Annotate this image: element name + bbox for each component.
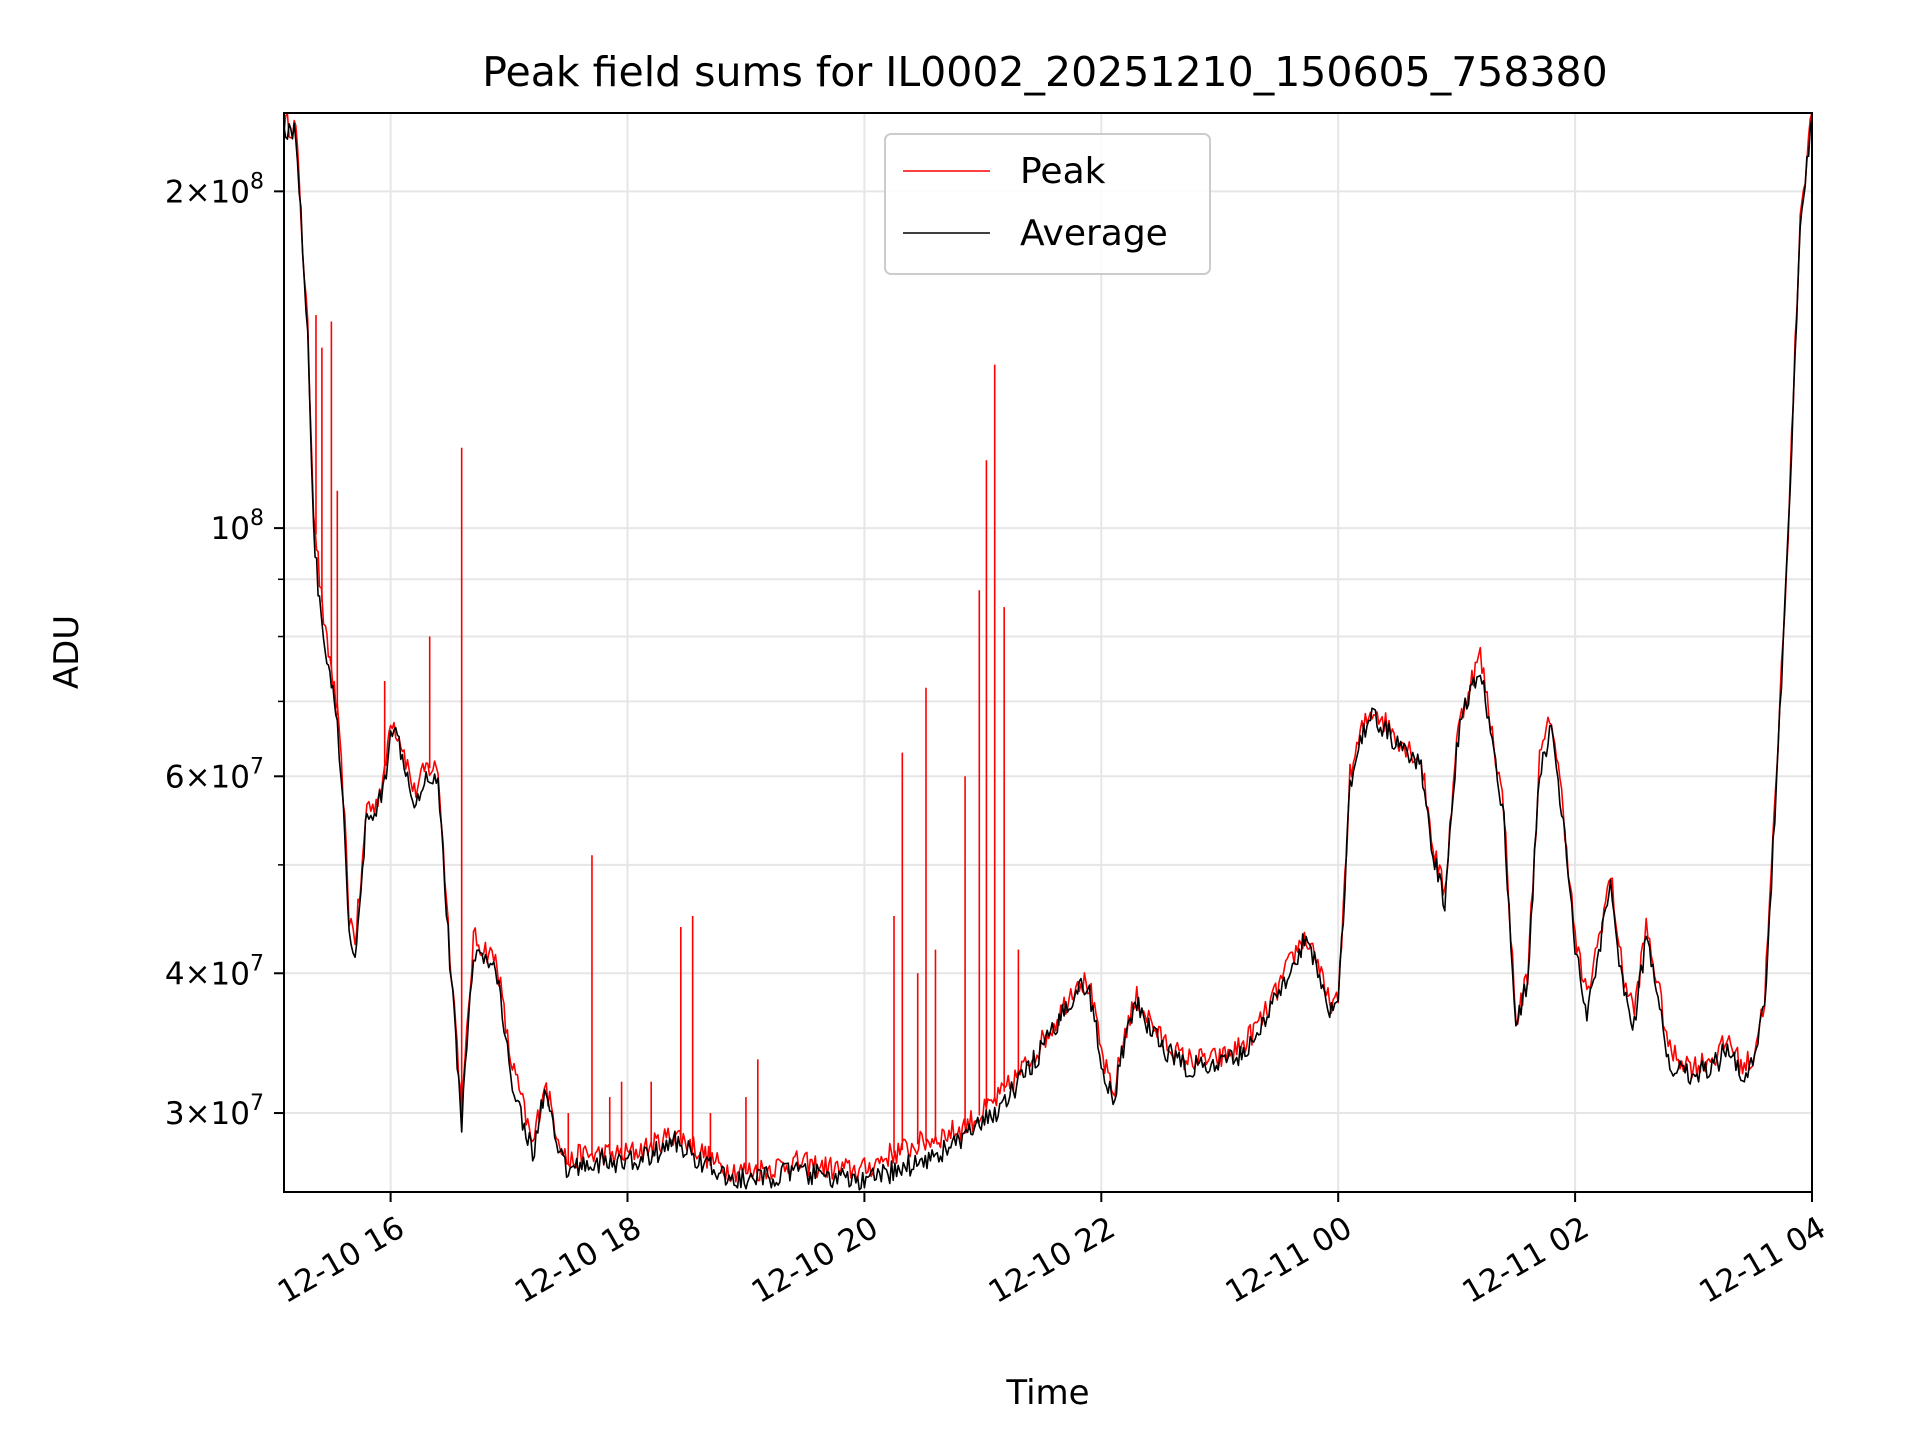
peak-spikes <box>315 315 1020 1172</box>
y-tick-label-base: 10 <box>211 511 250 547</box>
y-tick-label-exponent: 8 <box>250 506 264 531</box>
y-axis-title: ADU <box>47 615 87 689</box>
y-tick-label-exponent: 8 <box>250 169 264 194</box>
x-axis-title: Time <box>1005 1373 1089 1413</box>
legend-label-average: Average <box>1020 213 1168 254</box>
y-tick-label: 3×107 <box>165 1091 264 1132</box>
y-tick-label-exponent: 7 <box>250 1091 264 1116</box>
plot-frame <box>283 112 1813 1193</box>
series-group <box>283 112 1813 1191</box>
legend-box <box>884 133 1211 275</box>
legend: Peak Average <box>884 133 1211 275</box>
y-tick-label-exponent: 7 <box>250 754 264 779</box>
y-tick-label-exponent: 7 <box>250 951 264 976</box>
y-tick-label: 6×107 <box>165 754 264 795</box>
y-tick-label: 108 <box>211 506 264 547</box>
y-tick-label-base: 6×10 <box>165 759 250 795</box>
series-line-peak <box>283 112 1813 1183</box>
y-tick-label: 2×108 <box>165 169 264 210</box>
y-tick-label: 4×107 <box>165 951 264 992</box>
y-tick-label-base: 2×10 <box>165 174 250 210</box>
legend-label-peak: Peak <box>1020 151 1106 192</box>
series-line-average <box>283 117 1813 1191</box>
y-tick-label-base: 3×10 <box>165 1096 250 1132</box>
chart-title: Peak field sums for IL0002_20251210_1506… <box>482 48 1607 96</box>
y-tick-label-base: 4×10 <box>165 956 250 992</box>
